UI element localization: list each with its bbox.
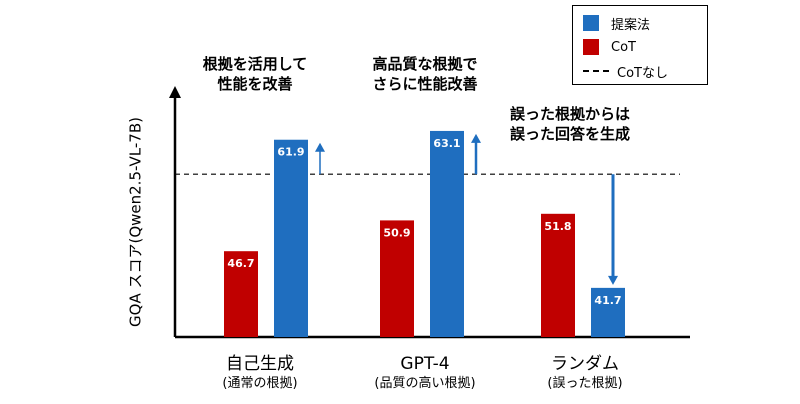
legend: 提案法 CoT CoTなし <box>572 5 708 85</box>
annotation-line: 誤った根拠からは <box>510 105 631 123</box>
legend-label-no-cot: CoTなし <box>617 65 668 81</box>
legend-label-cot: CoT <box>611 39 636 55</box>
improvement-arrow-self-generated-head <box>315 142 325 152</box>
proposed-data-label-0: 61.9 <box>277 146 304 159</box>
y-axis-label: GQA スコア(Qwen2.5-VL-7B) <box>126 117 145 327</box>
legend-item-proposed: 提案法 <box>583 13 650 33</box>
annotation-self-generated: 根拠を活用して 性能を改善 <box>180 54 330 94</box>
legend-item-no-cot: CoTなし <box>583 61 668 81</box>
annotation-line: 性能を改善 <box>217 75 293 93</box>
annotation-gpt4: 高品質な根拠で さらに性能改善 <box>345 54 505 94</box>
annotation-line: さらに性能改善 <box>372 75 478 93</box>
legend-dash-no-cot <box>583 70 609 72</box>
legend-label-proposed: 提案法 <box>611 17 651 33</box>
legend-swatch-cot <box>583 39 599 55</box>
bars-layer: 46.7 50.9 51.8 61.9 63.1 41.7 <box>224 130 625 337</box>
arrows-layer <box>315 133 618 285</box>
y-axis-arrowhead <box>169 86 181 98</box>
annotation-line: 根拠を活用して <box>202 55 308 73</box>
x-tick-sub: (誤った根拠) <box>547 376 623 391</box>
annotation-line: 誤った回答を生成 <box>510 125 631 143</box>
x-tick-main: GPT-4 <box>400 354 450 374</box>
x-tick-sub: (品質の高い根拠) <box>374 376 476 391</box>
cot-data-label-2: 51.8 <box>544 220 571 233</box>
x-tick-main: 自己生成 <box>226 354 294 374</box>
proposed-data-label-1: 63.1 <box>433 137 460 150</box>
cot-data-label-1: 50.9 <box>383 226 410 239</box>
annotation-line: 高品質な根拠で <box>372 55 478 73</box>
degradation-arrow-random-head <box>608 275 618 285</box>
proposed-data-label-2: 41.7 <box>594 294 621 307</box>
x-tick-label-gpt4: GPT-4 (品質の高い根拠) <box>345 353 505 393</box>
cot-data-label-0: 46.7 <box>227 257 254 270</box>
cot-bar-1 <box>380 220 414 337</box>
proposed-bar-0 <box>274 139 308 337</box>
x-tick-label-random: ランダム (誤った根拠) <box>510 353 660 393</box>
x-tick-sub: (通常の根拠) <box>222 376 298 391</box>
cot-bar-0 <box>224 251 258 337</box>
proposed-bar-2 <box>591 287 625 337</box>
legend-item-cot: CoT <box>583 37 636 57</box>
x-tick-label-self-generated: 自己生成 (通常の根拠) <box>190 353 330 393</box>
improvement-arrow-gpt4-head <box>471 133 481 143</box>
proposed-bar-1 <box>430 130 464 337</box>
annotation-random: 誤った根拠からは 誤った回答を生成 <box>510 104 680 144</box>
legend-swatch-proposed <box>583 15 599 31</box>
x-tick-main: ランダム <box>551 354 619 374</box>
cot-bar-2 <box>541 213 575 337</box>
